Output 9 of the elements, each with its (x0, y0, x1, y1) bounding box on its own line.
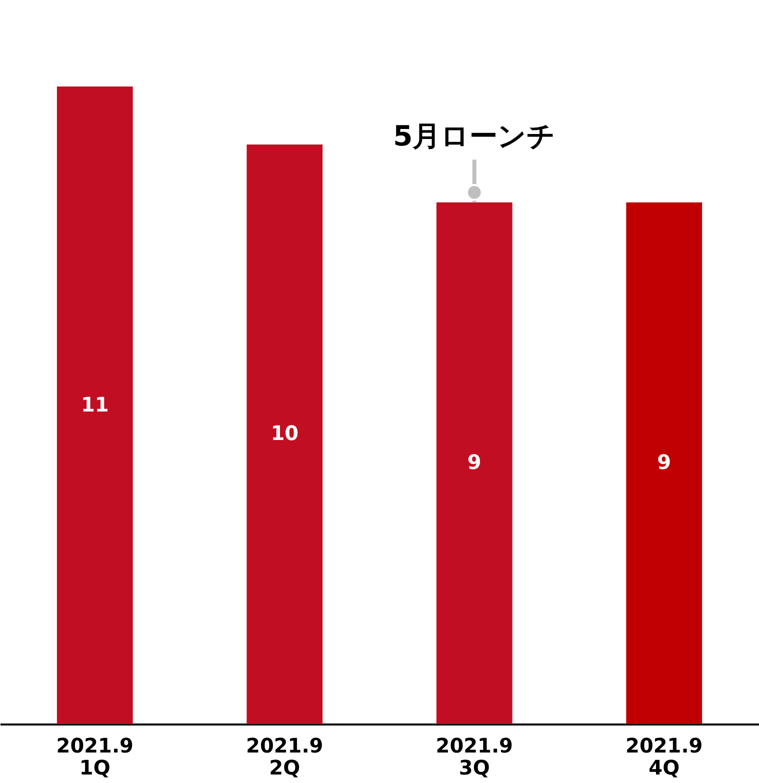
data-label: 11 (80, 392, 109, 416)
data-label: 9 (467, 450, 482, 474)
data-label: 9 (657, 450, 672, 474)
annotation: 5月ローンチ (393, 120, 556, 153)
x-tick-label: 2021.9 4Q (626, 734, 703, 780)
x-tick-label: 2021.9 1Q (56, 734, 134, 780)
x-tick-label: 2021.9 3Q (436, 734, 513, 780)
x-tick-label: 2021.9 2Q (246, 734, 324, 780)
data-label: 10 (270, 421, 299, 446)
